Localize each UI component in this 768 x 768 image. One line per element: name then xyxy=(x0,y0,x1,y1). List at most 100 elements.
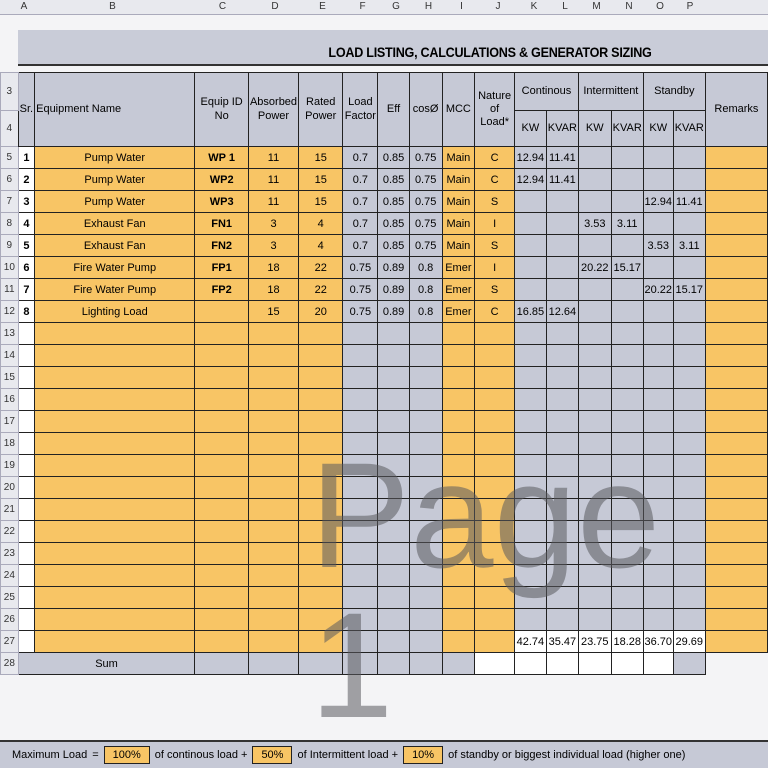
cell-absorbed-power[interactable] xyxy=(247,564,300,587)
cell-standby-kw[interactable] xyxy=(642,608,674,631)
column-letter[interactable]: H xyxy=(424,1,433,12)
cell-cont-kw[interactable] xyxy=(513,432,547,455)
cell-equipment-name[interactable] xyxy=(34,520,196,543)
cell-mcc[interactable]: Main xyxy=(441,190,476,213)
cell-sr[interactable]: 1 xyxy=(17,146,36,169)
cell-eff[interactable]: 0.89 xyxy=(377,300,410,323)
cell-absorbed-power[interactable]: 11 xyxy=(247,190,300,213)
cell-nature[interactable]: I xyxy=(474,256,515,279)
intermittent-percent-input[interactable]: 50% xyxy=(252,746,293,764)
cell-mcc[interactable]: Emer xyxy=(441,256,476,279)
cell-inter-kw[interactable] xyxy=(577,520,612,543)
cell-mcc[interactable] xyxy=(441,520,476,543)
cell-eff[interactable]: 0.89 xyxy=(377,278,410,301)
cell-mcc[interactable] xyxy=(441,542,476,565)
cell-inter-kvar[interactable] xyxy=(610,564,644,587)
cell-equip-id[interactable] xyxy=(194,520,249,543)
cell-equip-id[interactable] xyxy=(194,630,249,653)
cell-rated-power[interactable] xyxy=(298,542,344,565)
cell-absorbed-power[interactable]: 15 xyxy=(247,300,300,323)
cell-remarks[interactable] xyxy=(704,234,768,257)
cell-equipment-name[interactable]: Pump Water xyxy=(34,168,196,191)
cell-inter-kvar[interactable] xyxy=(610,608,644,631)
column-letter[interactable]: I xyxy=(460,1,463,12)
cell-equip-id[interactable] xyxy=(194,498,249,521)
cell-absorbed-power[interactable] xyxy=(247,454,300,477)
cell-cos[interactable] xyxy=(408,322,443,345)
cell-equip-id[interactable]: WP2 xyxy=(194,168,249,191)
cell-sr[interactable]: 6 xyxy=(17,256,36,279)
cell-mcc[interactable] xyxy=(441,498,476,521)
cell-standby-kvar[interactable] xyxy=(672,586,706,609)
cell-standby-kw[interactable] xyxy=(642,542,674,565)
cell-nature[interactable]: C xyxy=(474,168,515,191)
cell-cont-kw[interactable] xyxy=(513,586,547,609)
cell-cont-kvar[interactable] xyxy=(545,476,579,499)
cell-rated-power[interactable] xyxy=(298,432,344,455)
cell-equip-id[interactable] xyxy=(194,542,249,565)
cell-equipment-name[interactable] xyxy=(34,410,196,433)
cell-nature[interactable]: C xyxy=(474,146,515,169)
cell-mcc[interactable] xyxy=(441,564,476,587)
cell-absorbed-power[interactable]: 18 xyxy=(247,278,300,301)
cell-inter-kw[interactable] xyxy=(577,608,612,631)
cell-equipment-name[interactable] xyxy=(34,322,196,345)
cell-standby-kw[interactable] xyxy=(642,564,674,587)
cell-remarks[interactable] xyxy=(704,432,768,455)
cell-load-factor[interactable]: 0.7 xyxy=(342,146,379,169)
cell-nature[interactable] xyxy=(474,608,515,631)
cell-cos[interactable] xyxy=(408,476,443,499)
column-letter[interactable]: G xyxy=(392,1,400,12)
cell-absorbed-power[interactable]: 3 xyxy=(247,234,300,257)
cell-eff[interactable]: 0.85 xyxy=(377,234,410,257)
cell-eff[interactable] xyxy=(377,630,410,653)
cell-cont-kw[interactable] xyxy=(513,278,547,301)
cell-mcc[interactable]: Main xyxy=(441,146,476,169)
column-letter[interactable]: E xyxy=(319,1,326,12)
cell-standby-kvar[interactable] xyxy=(672,168,706,191)
cell-mcc[interactable] xyxy=(441,322,476,345)
cell-rated-power[interactable]: 4 xyxy=(298,234,344,257)
cell-load-factor[interactable] xyxy=(342,564,379,587)
cell-inter-kw[interactable] xyxy=(577,322,612,345)
cell-equipment-name[interactable] xyxy=(34,498,196,521)
cell-cont-kvar[interactable] xyxy=(545,410,579,433)
cell-remarks[interactable] xyxy=(704,410,768,433)
cell-absorbed-power[interactable]: 18 xyxy=(247,256,300,279)
cell-eff[interactable] xyxy=(377,388,410,411)
cell-mcc[interactable] xyxy=(441,476,476,499)
cell-absorbed-power[interactable] xyxy=(247,366,300,389)
cell-remarks[interactable] xyxy=(704,630,768,653)
cell-inter-kw[interactable] xyxy=(577,146,612,169)
cell-load-factor[interactable] xyxy=(342,630,379,653)
cell-rated-power[interactable] xyxy=(298,366,344,389)
cell-rated-power[interactable] xyxy=(298,322,344,345)
cell-absorbed-power[interactable] xyxy=(247,520,300,543)
cell-mcc[interactable] xyxy=(441,586,476,609)
cell-nature[interactable] xyxy=(474,322,515,345)
cell-inter-kvar[interactable] xyxy=(610,410,644,433)
cell-cos[interactable] xyxy=(408,410,443,433)
cell-sr[interactable]: 8 xyxy=(17,300,36,323)
column-letter[interactable]: M xyxy=(592,1,601,12)
cell-inter-kvar[interactable] xyxy=(610,476,644,499)
cell-equip-id[interactable] xyxy=(194,388,249,411)
cell-inter-kw[interactable] xyxy=(577,454,612,477)
cell-sr[interactable] xyxy=(17,344,36,367)
cell-standby-kvar[interactable] xyxy=(672,212,706,235)
cell-cos[interactable] xyxy=(408,586,443,609)
cell-inter-kw[interactable]: 20.22 xyxy=(577,256,612,279)
cell-sr[interactable] xyxy=(17,454,36,477)
cell-cos[interactable]: 0.75 xyxy=(408,190,443,213)
cell-equipment-name[interactable]: Fire Water Pump xyxy=(34,278,196,301)
cell-standby-kw[interactable] xyxy=(642,476,674,499)
cell-equipment-name[interactable]: Pump Water xyxy=(34,190,196,213)
cell-inter-kvar[interactable] xyxy=(610,432,644,455)
cell-mcc[interactable]: Main xyxy=(441,212,476,235)
cell-rated-power[interactable] xyxy=(298,388,344,411)
cell-standby-kvar[interactable]: 3.11 xyxy=(672,234,706,257)
cell-cont-kvar[interactable] xyxy=(545,344,579,367)
cell-standby-kw[interactable] xyxy=(642,410,674,433)
cell-nature[interactable]: S xyxy=(474,190,515,213)
cell-equipment-name[interactable] xyxy=(34,432,196,455)
